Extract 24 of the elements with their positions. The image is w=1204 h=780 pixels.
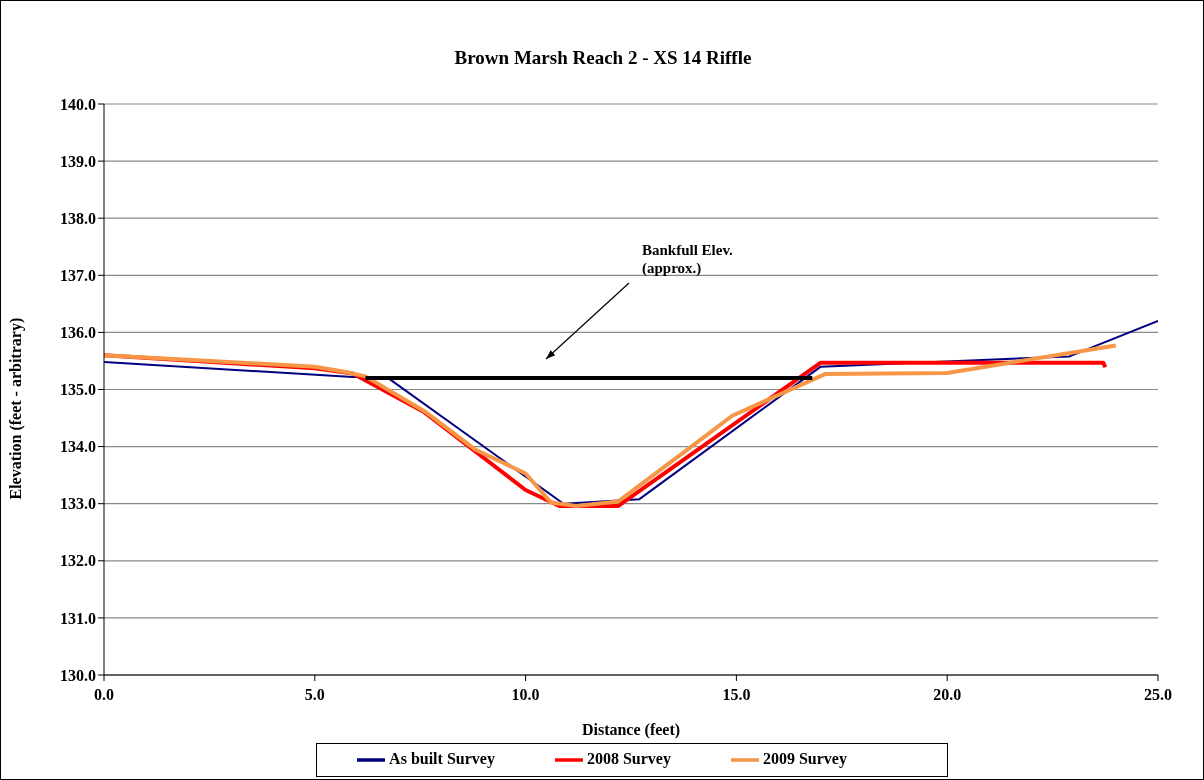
- y-tick-label: 130.0: [60, 666, 96, 684]
- y-axis-title: Elevation (feet - arbitrary): [6, 317, 25, 500]
- y-tick-label: 140.0: [60, 95, 96, 113]
- legend-label: 2008 Survey: [586, 749, 671, 767]
- y-tick-label: 136.0: [60, 324, 96, 342]
- y-tick-label: 132.0: [60, 552, 96, 570]
- annotation: Bankfull Elev. (approx.): [642, 242, 734, 277]
- x-tick-label: 20.0: [933, 686, 962, 704]
- y-tick-label: 137.0: [60, 266, 96, 284]
- y-tick-label: 133.0: [60, 495, 96, 513]
- chart-title: Brown Marsh Reach 2 - XS 14 Riffle: [453, 47, 753, 69]
- legend-label: As built Survey: [389, 749, 495, 767]
- y-tick-label: 138.0: [60, 209, 96, 227]
- y-tick-label: 131.0: [60, 609, 96, 627]
- x-tick-label: 25.0: [1144, 686, 1172, 704]
- x-tick-label: 15.0: [722, 686, 751, 704]
- x-tick-label: 5.0: [304, 686, 325, 704]
- legend-label: 2009 Survey: [762, 749, 847, 767]
- x-tick-label: 10.0: [511, 686, 540, 704]
- y-tick-label: 139.0: [60, 152, 96, 170]
- y-tick-label: 134.0: [60, 438, 96, 456]
- x-tick-label: 0.0: [94, 686, 114, 704]
- x-axis-title: Distance (feet): [581, 721, 681, 739]
- y-tick-label: 135.0: [60, 381, 96, 399]
